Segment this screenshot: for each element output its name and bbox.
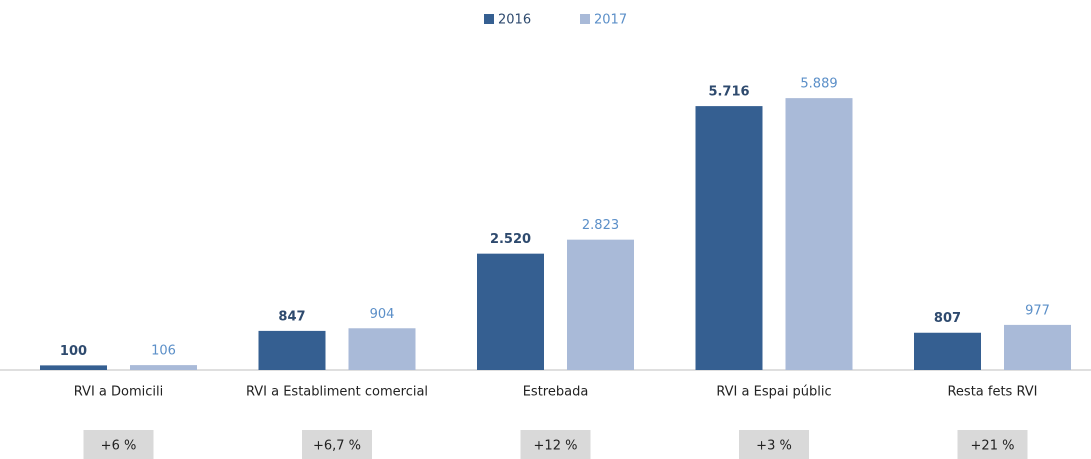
x-tick-label: RVI a Domicili bbox=[74, 385, 164, 400]
x-tick-label: RVI a Espai públic bbox=[716, 385, 831, 400]
x-tick-label: RVI a Establiment comercial bbox=[246, 385, 428, 400]
annotation: +6 % bbox=[101, 439, 137, 454]
bar bbox=[477, 253, 544, 370]
bar bbox=[914, 332, 981, 370]
value-label: 2.520 bbox=[490, 232, 531, 247]
annotation: +3 % bbox=[756, 439, 792, 454]
value-label: 100 bbox=[60, 344, 87, 359]
x-tick-label: Estrebada bbox=[523, 385, 589, 400]
bar bbox=[348, 328, 416, 370]
annotation: +12 % bbox=[534, 439, 578, 454]
value-label: 807 bbox=[934, 311, 961, 326]
legend-label: 2017 bbox=[594, 13, 627, 28]
annotation-box bbox=[957, 430, 1028, 459]
value-label: 2.823 bbox=[582, 218, 619, 233]
value-label: 5.716 bbox=[708, 85, 749, 100]
annotation-box bbox=[520, 430, 591, 459]
annotation-box bbox=[739, 430, 809, 459]
value-label: 977 bbox=[1025, 303, 1050, 318]
value-label: 5.889 bbox=[800, 77, 837, 92]
bar bbox=[130, 365, 197, 370]
value-label: 106 bbox=[151, 344, 176, 359]
bar bbox=[1004, 324, 1071, 370]
annotation-box bbox=[83, 430, 154, 459]
legend-label: 2016 bbox=[498, 13, 531, 28]
bar bbox=[40, 365, 107, 370]
x-tick-label: Resta fets RVI bbox=[947, 385, 1037, 400]
legend-swatch bbox=[580, 14, 590, 24]
bar bbox=[785, 98, 853, 370]
legend-swatch bbox=[484, 14, 494, 24]
bar bbox=[695, 106, 763, 371]
annotation: +21 % bbox=[971, 439, 1015, 454]
value-label: 904 bbox=[370, 307, 395, 322]
bar bbox=[567, 239, 634, 370]
annotation: +6,7 % bbox=[313, 439, 361, 454]
annotation-box bbox=[302, 430, 372, 459]
bar bbox=[258, 330, 326, 370]
value-label: 847 bbox=[278, 309, 305, 324]
